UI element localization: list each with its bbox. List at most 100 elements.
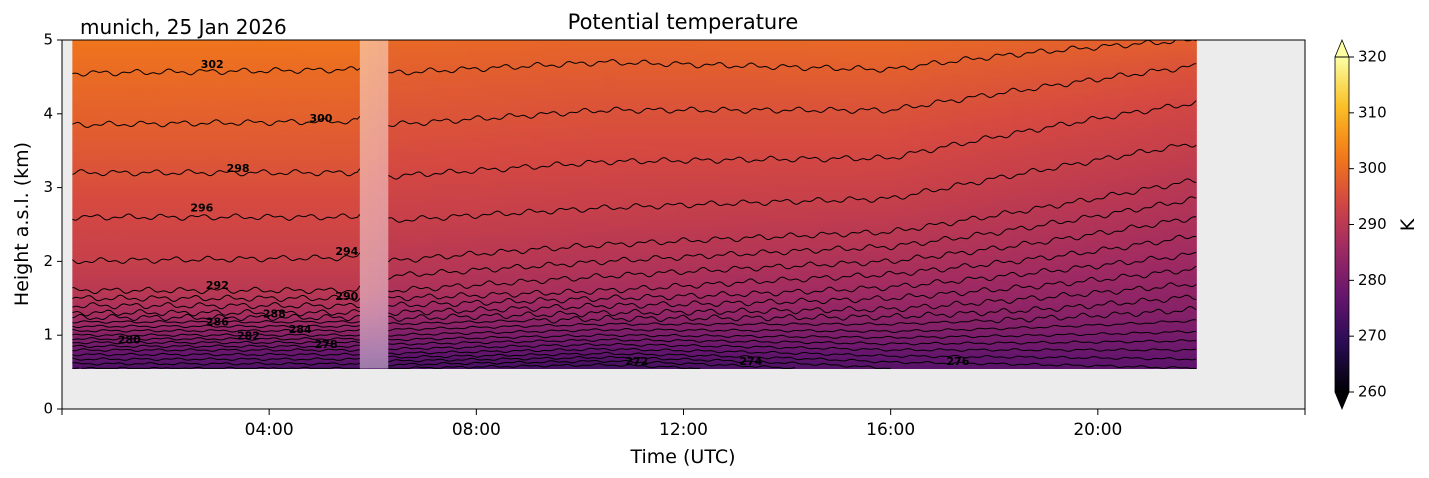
field-cell [634,196,646,202]
field-cell [225,262,237,267]
field-cell [276,182,288,187]
field-cell [338,207,349,213]
field-cell [184,116,196,121]
field-cell [215,233,227,238]
field-cell [266,288,278,293]
field-cell [164,123,176,129]
field-cell [297,83,308,89]
field-cell [235,317,247,322]
field-cell [327,350,339,355]
field-cell [113,251,125,256]
field-cell [276,295,288,300]
field-cell [613,251,625,256]
field-cell [215,339,227,344]
field-cell [573,324,584,329]
field-cell [123,116,135,121]
field-cell [450,193,462,198]
field-cell [450,222,462,227]
field-cell [552,167,564,172]
field-cell [613,142,625,147]
field-cell [624,299,635,304]
field-cell [154,284,165,289]
field-cell [338,153,349,158]
field-cell [82,342,94,348]
field-cell [460,145,472,151]
field-cell [583,277,595,282]
field-cell [164,269,176,275]
field-cell [154,102,165,107]
field-cell [470,182,482,187]
field-cell [256,87,268,92]
field-cell [164,196,176,202]
field-cell [562,364,574,370]
field-cell [562,102,574,107]
field-cell [338,164,349,169]
field-cell [338,258,349,264]
field-cell [266,196,278,202]
field-cell [511,306,523,311]
field-cell [164,277,176,282]
field-cell [246,120,257,125]
field-cell [194,65,206,70]
field-cell [113,310,125,315]
field-cell [164,200,176,205]
field-cell [133,91,145,96]
field-cell [113,61,125,67]
field-cell [72,76,84,81]
field-cell [470,50,482,56]
field-cell [297,364,308,370]
field-cell [133,69,145,74]
field-cell [481,65,492,70]
field-cell [338,102,349,107]
field-cell [409,50,421,56]
field-cell [501,258,513,264]
field-cell [573,364,584,370]
field-cell [583,313,595,318]
field-cell [521,182,533,187]
field-cell [583,226,595,231]
field-cell [205,69,216,74]
field-cell [123,218,135,224]
field-cell [286,160,298,165]
field-cell [532,200,543,205]
field-cell [573,43,584,48]
field-cell [562,175,574,180]
field-cell [358,284,370,289]
field-cell [348,153,360,158]
field-cell [256,284,268,289]
field-cell [624,72,635,78]
field-cell [174,182,186,187]
field-cell [133,215,145,220]
field-cell [532,328,543,333]
field-cell [634,320,646,326]
field-cell [348,237,360,242]
field-cell [378,244,390,249]
field-cell [225,222,237,227]
field-cell [603,175,615,180]
field-cell [552,80,564,85]
field-cell [378,50,390,56]
field-cell [143,98,155,103]
field-cell [256,142,268,147]
field-cell [174,295,186,300]
field-cell [348,182,360,187]
field-cell [521,156,533,162]
field-cell [613,364,625,370]
field-cell [419,328,431,333]
field-cell [603,185,615,191]
field-cell [205,171,216,176]
field-cell [501,320,513,326]
field-cell [72,61,84,67]
field-cell [409,357,421,362]
field-cell [72,215,84,220]
field-cell [634,335,646,340]
field-cell [583,167,595,172]
field-cell [82,295,94,300]
field-cell [338,83,349,89]
field-cell [624,251,635,256]
field-cell [266,112,278,118]
field-cell [184,266,196,271]
field-cell [624,211,635,216]
field-cell [174,69,186,74]
field-cell [205,350,216,355]
